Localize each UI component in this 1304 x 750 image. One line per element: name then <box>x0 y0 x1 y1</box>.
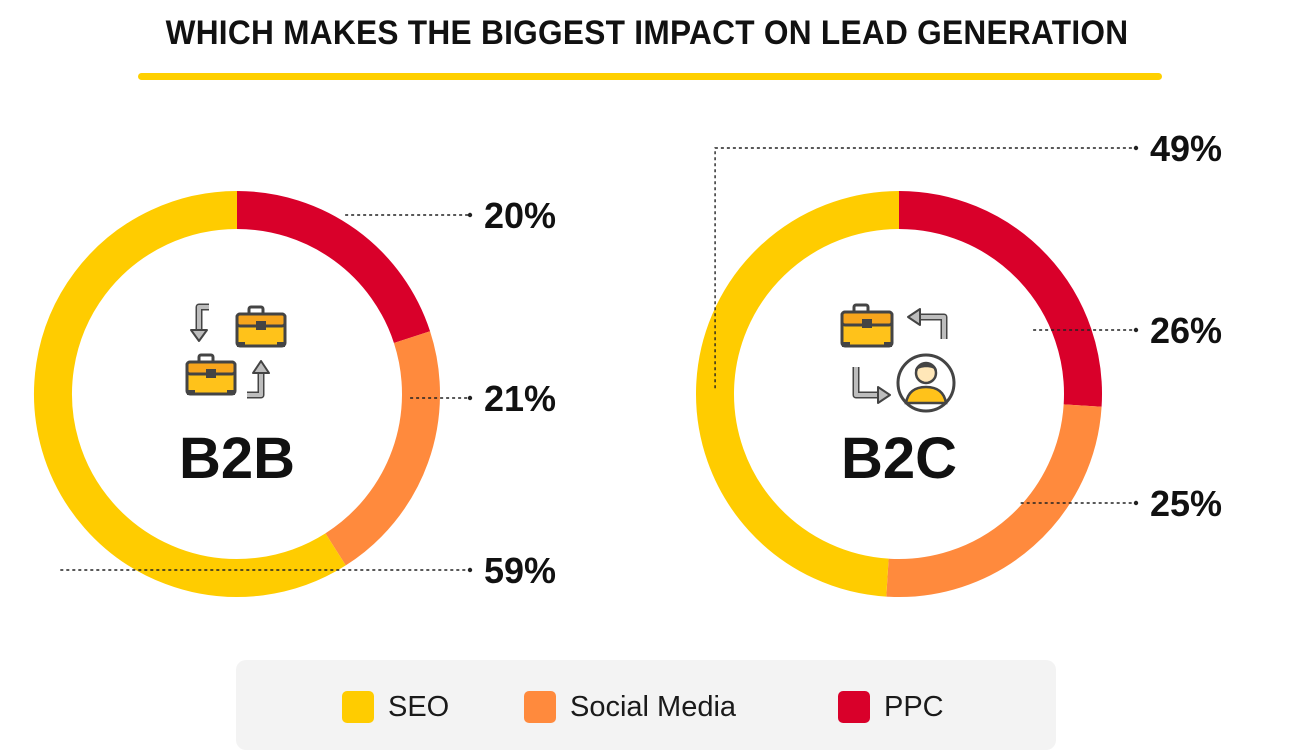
b2b-data-label-seo: 59% <box>484 550 556 591</box>
b2c-center-label: B2C <box>841 426 957 491</box>
title-underline <box>138 73 1162 80</box>
legend-item-seo: SEO <box>342 690 450 723</box>
legend-label-social-media: Social Media <box>570 690 737 723</box>
b2c-leader-dot-seo <box>1133 145 1139 151</box>
b2b-slice-ppc <box>236 191 431 344</box>
b2c-leader-dot-ppc <box>1133 327 1139 333</box>
b2c-data-label-social-media: 25% <box>1150 483 1222 524</box>
b2c-data-label-ppc: 26% <box>1150 310 1222 351</box>
legend-label-seo: SEO <box>388 690 450 723</box>
legend-swatch-ppc <box>838 691 870 723</box>
b2b-slice-social-media <box>325 331 440 566</box>
legend-item-ppc: PPC <box>838 690 944 723</box>
b2b-data-label-ppc: 20% <box>484 195 556 236</box>
legend-swatch-seo <box>342 691 374 723</box>
b2c-slice-social-media <box>886 404 1102 597</box>
charts-canvas: 20% 21% 59% B2B <box>34 128 1222 597</box>
b2b-slice-seo <box>34 191 346 597</box>
b2c-leader-line-seo <box>714 147 1136 389</box>
page-title: WHICH MAKES THE BIGGEST IMPACT ON LEAD G… <box>165 14 1129 52</box>
b2c-data-label-seo: 49% <box>1150 128 1222 169</box>
b2b-data-label-social-media: 21% <box>484 378 556 419</box>
b2c-leader-dot-social-media <box>1133 500 1139 506</box>
b2b-leader-dot-seo <box>467 567 473 573</box>
briefcase-to-customer-icon <box>840 303 956 413</box>
b2b-leader-dot-social-media <box>467 395 473 401</box>
b2c-donut-chart: 26% 25% 49% B2C <box>696 128 1222 597</box>
legend-item-social-media: Social Media <box>524 690 737 723</box>
legend-swatch-social-media <box>524 691 556 723</box>
b2b-center-label: B2B <box>179 426 295 491</box>
chart-legend: SEO Social Media PPC <box>236 660 1056 750</box>
b2c-slice-seo <box>696 191 900 597</box>
legend-label-ppc: PPC <box>884 690 944 723</box>
briefcase-exchange-icon <box>185 303 287 399</box>
b2b-donut-chart: 20% 21% 59% B2B <box>34 191 556 597</box>
b2b-leader-dot-ppc <box>467 212 473 218</box>
b2c-slice-ppc <box>898 191 1102 407</box>
